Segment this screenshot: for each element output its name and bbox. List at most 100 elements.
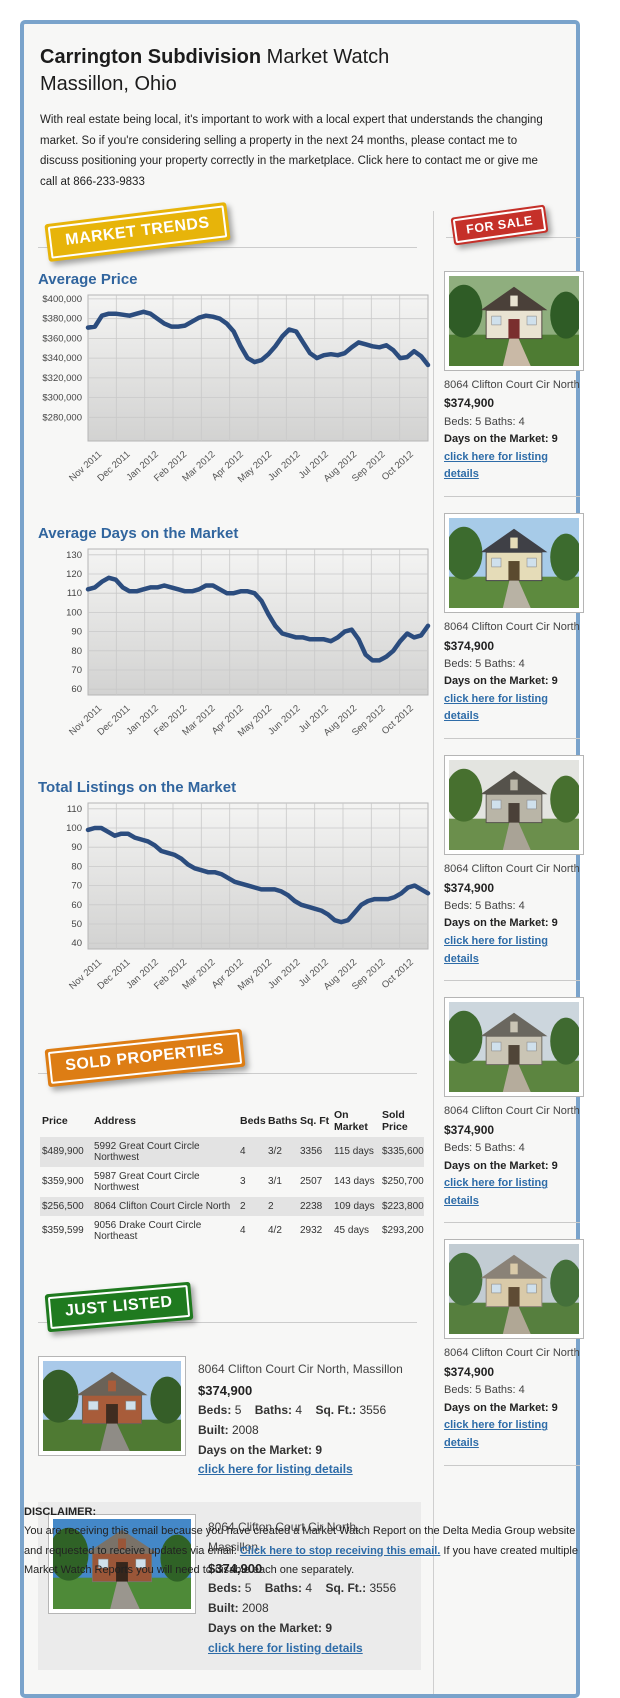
- cell-beds: 3: [240, 1176, 246, 1188]
- svg-text:110: 110: [67, 804, 82, 815]
- for-sale-sidebar: FOR SALE 8064 Clifton Court Cir North $3…: [433, 204, 592, 1695]
- svg-text:$340,000: $340,000: [42, 353, 82, 364]
- listing-days-on-market: Days on the Market: 9: [198, 1441, 421, 1461]
- cell-on-market: 115 days: [334, 1146, 374, 1158]
- listing-details-link[interactable]: click here for listing details: [444, 935, 548, 965]
- listing-days-on-market: Days on the Market: 9: [444, 1401, 558, 1414]
- cell-on-market: 109 days: [334, 1200, 375, 1212]
- cell-address: 5987 Great Court Circle Northwest: [94, 1170, 200, 1193]
- listing-specs: Beds: 5 Baths: 4 Sq. Ft.: 3556 Built: 20…: [198, 1401, 421, 1441]
- listing-details-link[interactable]: click here for listing details: [444, 692, 548, 723]
- svg-text:110: 110: [67, 588, 82, 599]
- for-sale-listing: 8064 Clifton Court Cir North $374,900 Be…: [444, 997, 584, 1224]
- divider: [444, 1222, 580, 1224]
- svg-text:100: 100: [66, 823, 82, 834]
- beds-label: Beds:: [198, 1402, 232, 1417]
- market-trends-badge: MARKET TRENDS: [44, 201, 231, 262]
- listing-beds-baths: Beds: 5 Baths: 4: [444, 657, 525, 670]
- divider: [444, 495, 580, 497]
- property-photo[interactable]: [38, 1355, 186, 1456]
- sqft-label: Sq. Ft.:: [315, 1402, 357, 1417]
- svg-text:Jun 2012: Jun 2012: [266, 957, 302, 991]
- property-photo[interactable]: [444, 997, 584, 1098]
- property-photo[interactable]: [444, 755, 584, 856]
- listing-days-on-market: Days on the Market: 9: [444, 433, 558, 446]
- total-listings-chart: 110 100 90 80 70 60 50 40 Nov 2011 Dec 2011 Jan 20…: [36, 798, 431, 1009]
- listing-price: $374,900: [444, 1364, 495, 1379]
- col-header-price: Price: [42, 1114, 68, 1127]
- cell-price: $359,599: [42, 1225, 84, 1237]
- days-label: Days on the Market:: [208, 1620, 323, 1635]
- listing-details-link[interactable]: click here for listing details: [444, 1177, 548, 1207]
- listing-beds-baths: Beds: 5 Baths: 4: [444, 1142, 525, 1154]
- cell-sqft: 2507: [300, 1176, 323, 1188]
- report-type: Market Watch: [261, 46, 390, 68]
- for-sale-section-head: FOR SALE: [444, 204, 584, 255]
- svg-text:$320,000: $320,000: [42, 373, 82, 384]
- svg-text:$400,000: $400,000: [42, 294, 82, 305]
- disclaimer-text: You are receiving this email because you…: [24, 1525, 576, 1557]
- built-label: Built:: [208, 1601, 239, 1615]
- listing-details-link[interactable]: click here for listing details: [198, 1462, 353, 1477]
- cell-sqft: 2238: [300, 1200, 323, 1212]
- for-sale-listing: 8064 Clifton Court Cir North $374,900 Be…: [444, 270, 584, 497]
- just-listed-badge: JUST LISTED: [44, 1281, 194, 1333]
- average-days-title: Average Days on the Market: [38, 524, 239, 542]
- house-photo-illustration: [39, 1360, 184, 1451]
- sold-properties-badge: SOLD PROPERTIES: [44, 1028, 245, 1087]
- listing-details-link[interactable]: click here for listing details: [444, 1419, 548, 1449]
- property-photo[interactable]: [444, 1239, 584, 1340]
- sqft-value: 3556: [369, 1581, 397, 1596]
- page-title: Carrington Subdivision Market Watch Mass…: [40, 44, 558, 98]
- intro-text: With real estate being local, it's impor…: [40, 114, 543, 189]
- divider: [38, 246, 417, 248]
- table-row: $359,599 9056 Drake Court Circle Northea…: [40, 1216, 424, 1246]
- content-columns: MARKET TRENDS Average Price $400,000 $380…: [24, 201, 584, 1695]
- listing-details-link[interactable]: click here for listing details: [444, 450, 548, 481]
- sqft-label: Sq. Ft.:: [325, 1581, 367, 1596]
- sold-properties-section-head: SOLD PROPERTIES: [36, 1028, 421, 1091]
- table-header-row: Price Address Beds Baths Sq. Ft On Marke…: [40, 1105, 424, 1137]
- cell-baths: 2: [268, 1200, 274, 1212]
- listing-address: 8064 Clifton Court Cir North: [444, 620, 580, 633]
- disclaimer-text: If you have created multiple Market Watc…: [24, 1544, 578, 1576]
- svg-text:70: 70: [71, 665, 82, 676]
- cell-sqft: 3356: [300, 1146, 323, 1158]
- listing-price: $374,900: [444, 1122, 495, 1137]
- col-header-sqft: Sq. Ft: [300, 1114, 330, 1127]
- for-sale-listing: 8064 Clifton Court Cir North $374,900 Be…: [444, 755, 584, 982]
- listing-address: 8064 Clifton Court Cir North, Massillon: [208, 1520, 360, 1554]
- listing-details-link[interactable]: click here for listing details: [208, 1640, 363, 1655]
- listing-price: $374,900: [208, 1560, 263, 1576]
- unsubscribe-link[interactable]: Click here to stop receiving this email.: [239, 1544, 441, 1557]
- baths-label: Baths:: [264, 1581, 303, 1596]
- col-header-beds: Beds: [240, 1114, 266, 1127]
- col-header-sold-price: Sold Price: [382, 1108, 408, 1133]
- listing-text: 8064 Clifton Court Cir North $374,900 Be…: [444, 861, 584, 968]
- listing-address: 8064 Clifton Court Cir North: [444, 1347, 580, 1360]
- email-header: Carrington Subdivision Market Watch Mass…: [24, 24, 576, 199]
- col-header-baths: Baths: [268, 1114, 298, 1127]
- built-value: 2008: [242, 1601, 269, 1615]
- cell-sold-price: $223,800: [382, 1200, 424, 1212]
- for-sale-badge: FOR SALE: [450, 204, 549, 246]
- cell-baths: 4/2: [268, 1225, 282, 1237]
- property-photo[interactable]: [444, 512, 584, 613]
- listing-text: 8064 Clifton Court Cir North $374,900 Be…: [444, 619, 584, 726]
- house-photo-illustration: [445, 517, 582, 608]
- house-photo-illustration: [445, 1002, 582, 1093]
- market-trends-section-head: MARKET TRENDS: [36, 201, 421, 265]
- house-photo-illustration: [445, 275, 582, 366]
- listing-text: 8064 Clifton Court Cir North $374,900 Be…: [444, 1103, 584, 1210]
- listing-address: 8064 Clifton Court Cir North: [444, 863, 580, 876]
- listing-beds-baths: Beds: 5 Baths: 4: [444, 415, 525, 428]
- svg-text:40: 40: [71, 938, 82, 949]
- listing-days-on-market: Days on the Market: 9: [444, 917, 558, 930]
- svg-text:$380,000: $380,000: [42, 313, 82, 324]
- listing-text: 8064 Clifton Court Cir North $374,900 Be…: [444, 1345, 584, 1452]
- cell-on-market: 143 days: [334, 1176, 375, 1188]
- property-photo[interactable]: [444, 270, 584, 371]
- average-price-chart: $400,000 $380,000 $360,000 $340,000 $320,000…: [36, 290, 431, 501]
- cell-beds: 4: [240, 1225, 246, 1237]
- table-row: $489,900 5992 Great Court Circle Northwe…: [40, 1136, 424, 1167]
